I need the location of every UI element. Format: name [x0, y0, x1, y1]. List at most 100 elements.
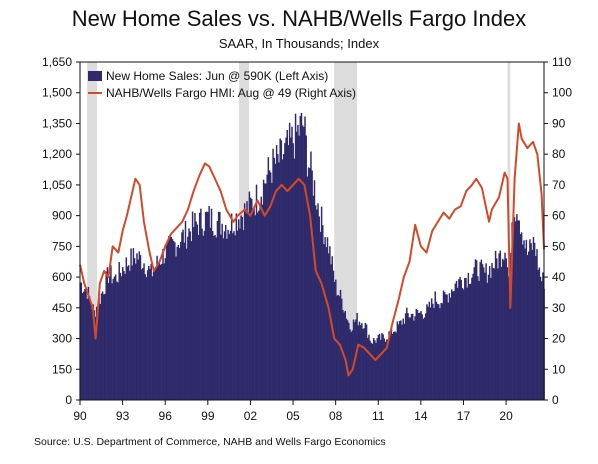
sales-bar — [393, 331, 395, 400]
sales-bar — [295, 131, 298, 400]
right-axis-label: 60 — [552, 209, 566, 223]
legend-sales-swatch — [88, 71, 102, 81]
sales-bar — [530, 243, 532, 400]
sales-bar — [211, 231, 214, 400]
sales-bar — [117, 282, 119, 400]
sales-bar — [228, 234, 231, 400]
sales-bar — [223, 231, 226, 400]
legend-hmi-label: NAHB/Wells Fargo HMI: Aug @ 49 (Right Ax… — [106, 86, 356, 100]
sales-bar — [519, 234, 522, 400]
sales-bar — [148, 265, 150, 400]
sales-bar — [181, 232, 183, 400]
sales-bar — [430, 298, 433, 400]
sales-bar — [262, 179, 265, 400]
sales-bar — [417, 313, 420, 400]
sales-bar — [111, 283, 113, 400]
left-axis-label: 900 — [52, 209, 72, 223]
sales-bar — [137, 259, 139, 400]
sales-bar — [462, 289, 465, 400]
sales-bar — [80, 282, 83, 400]
sales-bar — [477, 276, 479, 400]
sales-bar — [525, 239, 528, 400]
sales-bar — [129, 270, 131, 400]
sales-bar — [187, 236, 189, 400]
sales-bar — [161, 263, 163, 400]
sales-bar — [91, 309, 93, 400]
sales-bar — [409, 317, 412, 400]
sales-bar — [236, 230, 239, 400]
sales-bar — [84, 288, 86, 400]
sales-bar — [235, 213, 238, 400]
sales-bar — [376, 338, 378, 400]
right-axis-label: 70 — [552, 178, 566, 192]
sales-bar — [118, 262, 120, 400]
sales-bar — [203, 230, 206, 400]
axes-layer: 01503004506007509001,0501,2001,3501,5001… — [42, 55, 572, 423]
sales-bar — [423, 317, 426, 400]
sales-bar — [303, 127, 305, 400]
left-axis-label: 750 — [52, 239, 72, 253]
sales-bar — [441, 303, 444, 400]
sales-bar — [458, 279, 460, 400]
sales-bar — [165, 243, 168, 400]
sales-bar — [95, 306, 98, 400]
sales-bar — [537, 269, 539, 400]
sales-bar — [363, 328, 365, 400]
sales-bar — [166, 240, 169, 400]
sales-bar — [455, 280, 458, 400]
sales-bar — [509, 270, 511, 400]
sales-bar — [130, 248, 132, 400]
sales-bar — [274, 163, 277, 400]
sales-bar — [132, 248, 135, 400]
sales-bar — [420, 311, 422, 400]
x-axis-label: 14 — [414, 409, 428, 423]
hmi-line — [79, 122, 545, 377]
sales-bar — [438, 304, 440, 400]
sales-bar — [320, 206, 323, 400]
sales-bar — [208, 205, 210, 400]
sales-bar — [449, 297, 452, 400]
sales-bar — [284, 143, 286, 400]
sales-bar — [487, 274, 490, 400]
sales-bar — [135, 263, 137, 400]
sales-bar — [219, 211, 221, 400]
sales-bar — [323, 244, 325, 400]
sales-bar — [238, 219, 240, 400]
sales-bar — [133, 258, 136, 400]
right-axis-label: 40 — [552, 270, 566, 284]
left-axis-label: 300 — [52, 332, 72, 346]
sales-bar — [529, 239, 531, 400]
sales-bar — [415, 309, 418, 400]
chart-title: New Home Sales vs. NAHB/Wells Fargo Inde… — [71, 6, 527, 31]
sales-bar — [403, 323, 406, 400]
sales-bar — [249, 197, 252, 400]
sales-bar — [189, 231, 191, 400]
sales-bar — [319, 231, 322, 400]
right-axis-label: 20 — [552, 332, 566, 346]
sales-bar — [482, 267, 485, 400]
sales-bar — [267, 157, 270, 400]
sales-bar — [400, 320, 402, 400]
sales-bar — [350, 332, 352, 400]
sales-bar — [294, 113, 297, 400]
sales-bar — [114, 274, 117, 400]
sales-bar — [293, 158, 296, 400]
sales-bar — [191, 211, 194, 400]
sales-bar — [188, 228, 190, 400]
sales-bar — [299, 115, 302, 400]
sales-bar — [112, 278, 115, 400]
sales-bar — [520, 232, 523, 400]
plot-frame — [79, 61, 545, 401]
sales-bar — [478, 281, 480, 400]
sales-bar — [178, 248, 181, 400]
sales-bar — [434, 291, 436, 400]
x-axis-label: 20 — [499, 409, 513, 423]
sales-bar — [180, 241, 182, 400]
sales-bar — [255, 184, 258, 400]
right-axis-label: 90 — [552, 116, 566, 130]
sales-bar — [210, 208, 213, 400]
sales-bar — [364, 322, 367, 400]
sales-bar — [307, 167, 310, 400]
sales-bar — [269, 172, 272, 400]
